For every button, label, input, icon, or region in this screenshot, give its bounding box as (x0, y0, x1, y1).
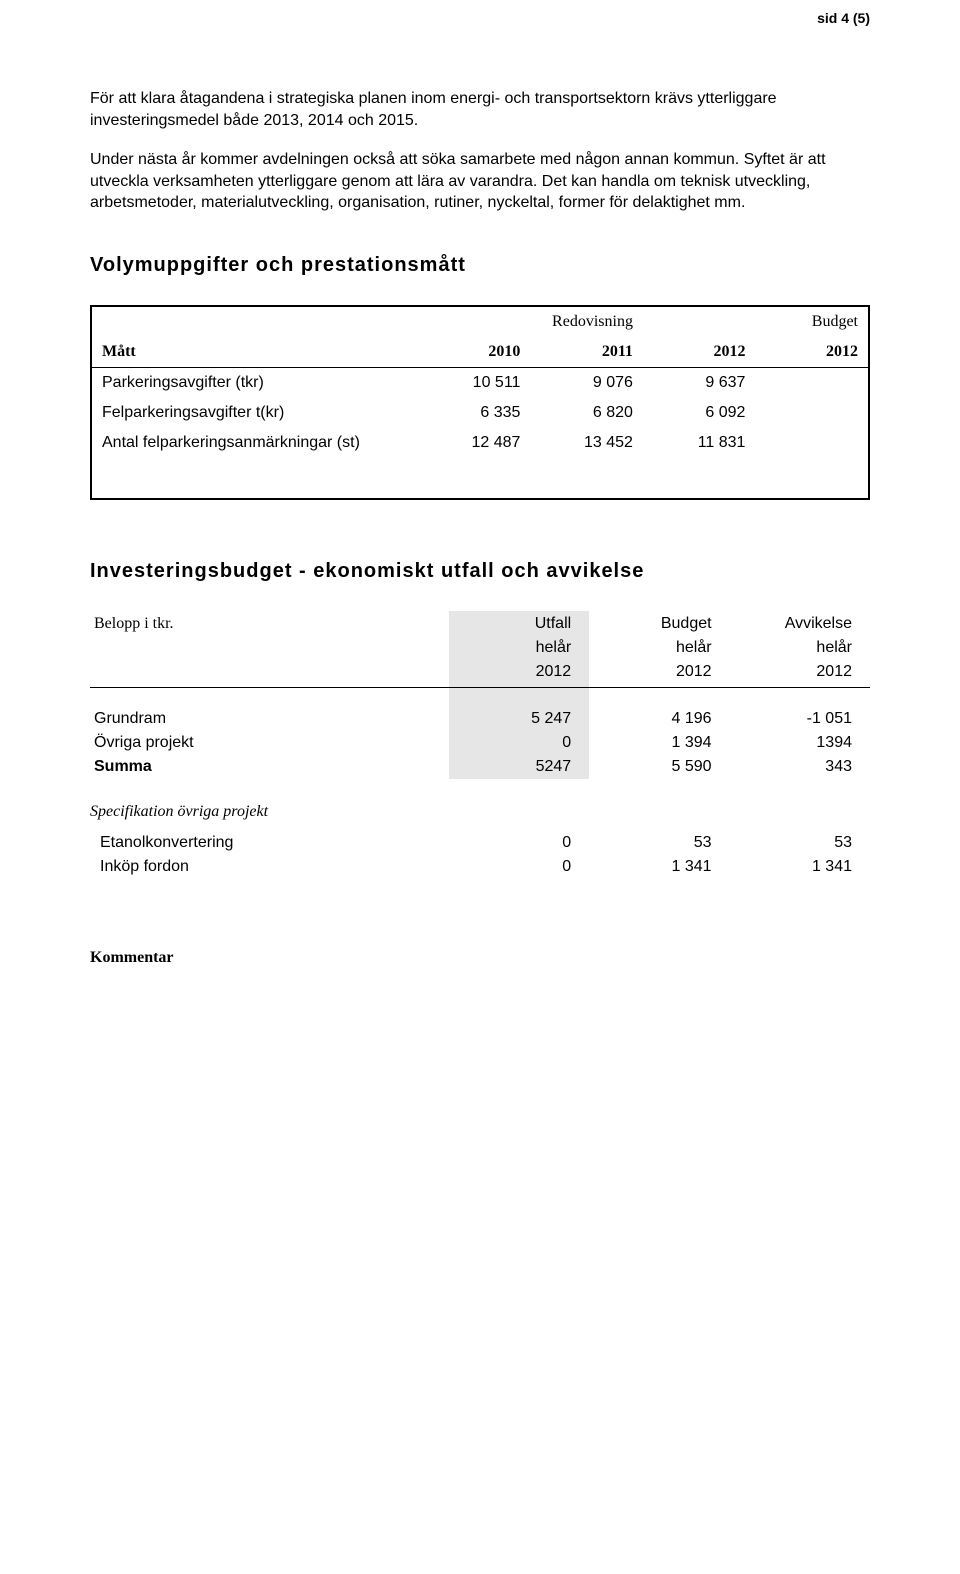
inv-head-helar-0: helår (449, 636, 589, 660)
inv-head-year-1: 2012 (589, 660, 729, 688)
inv-head-utfall: Utfall (449, 611, 589, 636)
budget-label: Budget (755, 307, 868, 337)
cell: 9 076 (530, 367, 643, 398)
inv-head-budget: Budget (589, 611, 729, 636)
row-label: Parkeringsavgifter (tkr) (92, 367, 418, 398)
table-row: Inköp fordon 0 1 341 1 341 (90, 855, 870, 879)
cell: 10 511 (418, 367, 531, 398)
cell: 1 394 (589, 731, 729, 755)
row-label: Etanolkonvertering (90, 831, 449, 855)
table-row: Grundram 5 247 4 196 -1 051 (90, 707, 870, 731)
paragraph-2: Under nästa år kommer avdelningen också … (90, 149, 870, 214)
cell: 13 452 (530, 428, 643, 458)
row-label: Inköp fordon (90, 855, 449, 879)
paragraph-1: För att klara åtagandena i strategiska p… (90, 88, 870, 131)
inv-heading: Investeringsbudget - ekonomiskt utfall o… (90, 560, 870, 583)
cell (755, 398, 868, 428)
cell: 9 637 (643, 367, 756, 398)
volym-year-3: 2012 (755, 337, 868, 368)
table-row: Summa 5247 5 590 343 (90, 755, 870, 779)
row-label: Grundram (90, 707, 449, 731)
cell: 4 196 (589, 707, 729, 731)
table-row: Felparkeringsavgifter t(kr) 6 335 6 820 … (92, 398, 868, 428)
spec-heading: Specifikation övriga projekt (90, 803, 870, 821)
cell: 6 335 (418, 398, 531, 428)
row-label: Antal felparkeringsanmärkningar (st) (92, 428, 418, 458)
cell: 0 (449, 731, 589, 755)
spec-table: Etanolkonvertering 0 53 53 Inköp fordon … (90, 831, 870, 879)
volym-year-2: 2012 (643, 337, 756, 368)
inv-head-helar-2: helår (730, 636, 870, 660)
cell (755, 367, 868, 398)
cell: -1 051 (730, 707, 870, 731)
cell: 11 831 (643, 428, 756, 458)
table-row: Övriga projekt 0 1 394 1394 (90, 731, 870, 755)
inv-head-year-0: 2012 (449, 660, 589, 688)
row-label: Felparkeringsavgifter t(kr) (92, 398, 418, 428)
cell (755, 428, 868, 458)
cell: 53 (730, 831, 870, 855)
cell: 1 341 (730, 855, 870, 879)
redovisning-label: Redovisning (530, 307, 643, 337)
belopp-label: Belopp i tkr. (90, 611, 449, 636)
kommentar-heading: Kommentar (90, 949, 870, 967)
volym-table: Redovisning Budget Mått 2010 2011 2012 2… (90, 305, 870, 500)
cell: 1 341 (589, 855, 729, 879)
cell: 5 247 (449, 707, 589, 731)
page-number: sid 4 (5) (817, 10, 870, 26)
volym-year-0: 2010 (418, 337, 531, 368)
table-row: Antal felparkeringsanmärkningar (st) 12 … (92, 428, 868, 458)
volym-year-1: 2011 (530, 337, 643, 368)
cell: 343 (730, 755, 870, 779)
volym-heading: Volymuppgifter och prestationsmått (90, 254, 870, 277)
inv-head-year-2: 2012 (730, 660, 870, 688)
cell: 5 590 (589, 755, 729, 779)
cell: 12 487 (418, 428, 531, 458)
cell: 6 092 (643, 398, 756, 428)
cell: 0 (449, 855, 589, 879)
row-label: Summa (90, 755, 449, 779)
matt-label: Mått (92, 337, 418, 368)
cell: 5247 (449, 755, 589, 779)
cell: 1394 (730, 731, 870, 755)
table-row: Etanolkonvertering 0 53 53 (90, 831, 870, 855)
cell: 53 (589, 831, 729, 855)
cell: 0 (449, 831, 589, 855)
inv-head-helar-1: helår (589, 636, 729, 660)
cell: 6 820 (530, 398, 643, 428)
table-row: Parkeringsavgifter (tkr) 10 511 9 076 9 … (92, 367, 868, 398)
row-label: Övriga projekt (90, 731, 449, 755)
inv-head-avvikelse: Avvikelse (730, 611, 870, 636)
inv-table: Belopp i tkr. Utfall Budget Avvikelse he… (90, 611, 870, 780)
